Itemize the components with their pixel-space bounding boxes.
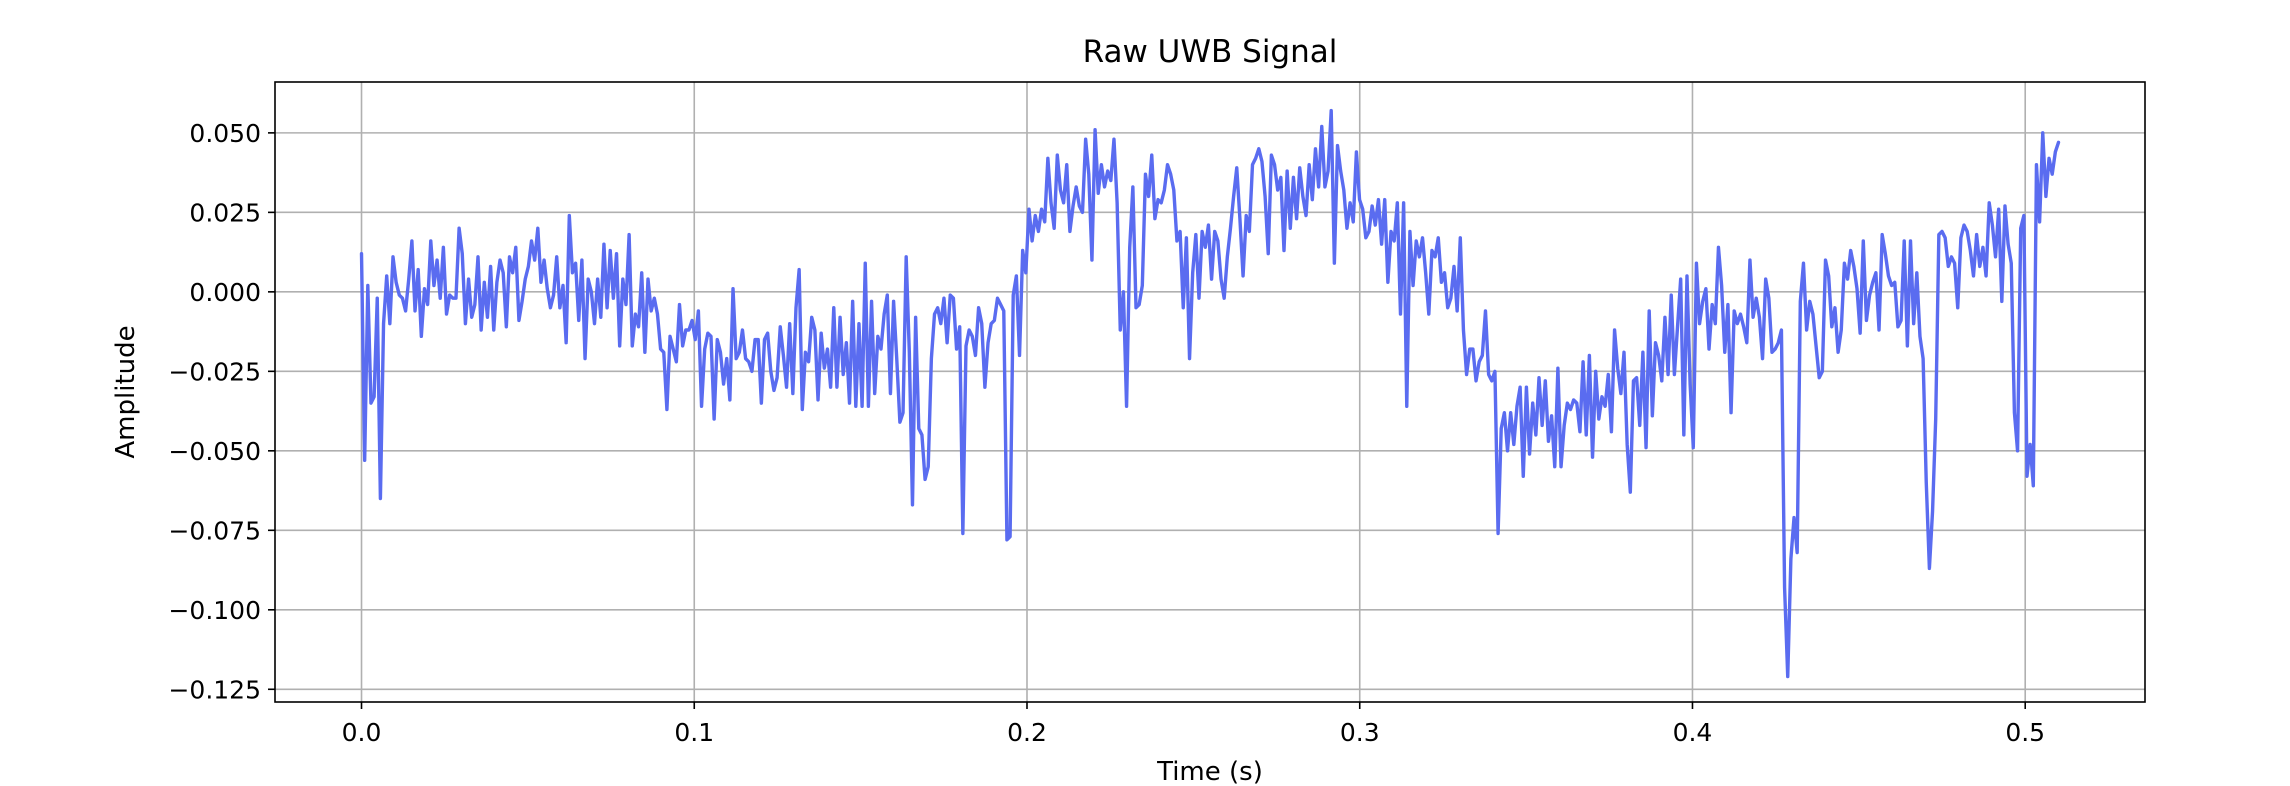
y-tick-label: −0.025 (168, 357, 261, 386)
x-tick-label: 0.0 (342, 718, 382, 747)
x-tick-label: 0.3 (1340, 718, 1380, 747)
y-tick-label: 0.050 (189, 119, 261, 148)
x-tick-label: 0.2 (1007, 718, 1047, 747)
y-tick-label: 0.025 (189, 198, 261, 227)
y-tick-label: 0.000 (189, 278, 261, 307)
x-axis-ticks: 0.0 0.1 0.2 0.3 0.4 0.5 (342, 702, 2045, 747)
x-tick-label: 0.1 (674, 718, 714, 747)
signal-line (359, 108, 2061, 679)
y-tick-label: −0.075 (168, 516, 261, 545)
y-tick-label: −0.100 (168, 596, 261, 625)
y-tick-label: −0.050 (168, 437, 261, 466)
grid-lines (275, 82, 2145, 702)
plot-frame (274, 81, 2146, 703)
y-axis-title: Amplitude (111, 325, 141, 458)
x-axis-title: Time (s) (1156, 757, 1263, 786)
series-group (359, 108, 2061, 679)
y-tick-label: −0.125 (168, 675, 261, 704)
y-axis-ticks: 0.050 0.025 0.000 −0.025 −0.050 −0.075 −0.100 −… (168, 119, 275, 704)
chart-title: Raw UWB Signal (1083, 34, 1338, 70)
x-tick-label: 0.4 (1673, 718, 1713, 747)
x-tick-label: 0.5 (2005, 718, 2045, 747)
